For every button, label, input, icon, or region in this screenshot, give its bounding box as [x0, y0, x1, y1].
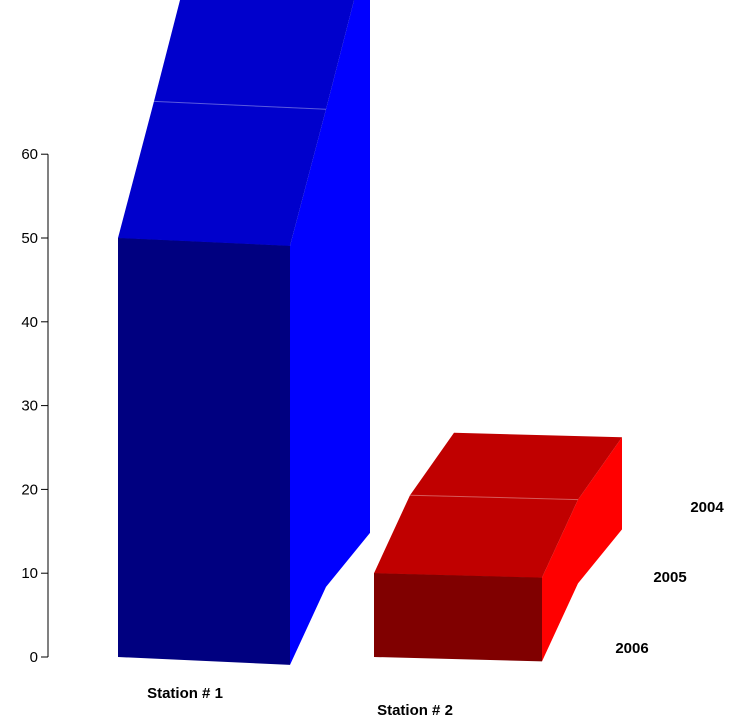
- bar-crease: [409, 494, 579, 501]
- depth-label: 2005: [653, 569, 686, 586]
- y-tick-label: 50: [21, 230, 38, 247]
- bar-side-face: [290, 0, 370, 665]
- depth-label: 2006: [615, 640, 648, 657]
- y-tick-label: 60: [21, 146, 38, 163]
- y-tick-label: 10: [21, 565, 38, 582]
- y-axis: 0 10 20 30 40 50 60: [21, 146, 49, 666]
- bar-front-face: [374, 573, 542, 662]
- y-tick-label: 30: [21, 398, 38, 415]
- labels: Station # 1 Station # 2 2004 2005 2006: [147, 499, 724, 719]
- y-tick-label: 40: [21, 314, 38, 331]
- bar-front-face: [118, 238, 290, 665]
- bar-side-face: [542, 437, 622, 662]
- category-label: Station # 1: [147, 685, 223, 702]
- depth-label: 2004: [690, 499, 724, 516]
- bar-crease: [153, 100, 327, 110]
- bars: [117, 0, 622, 665]
- y-tick-label: 20: [21, 481, 38, 498]
- y-tick-label: 0: [30, 649, 38, 666]
- category-label: Station # 2: [377, 702, 453, 719]
- bar-0: [117, 0, 370, 665]
- bar-top-facet: [118, 101, 326, 246]
- bar-top-facet: [154, 0, 355, 110]
- bar-top-facet: [374, 495, 578, 578]
- bar-1: [373, 432, 622, 662]
- bar-top-facet: [410, 432, 622, 500]
